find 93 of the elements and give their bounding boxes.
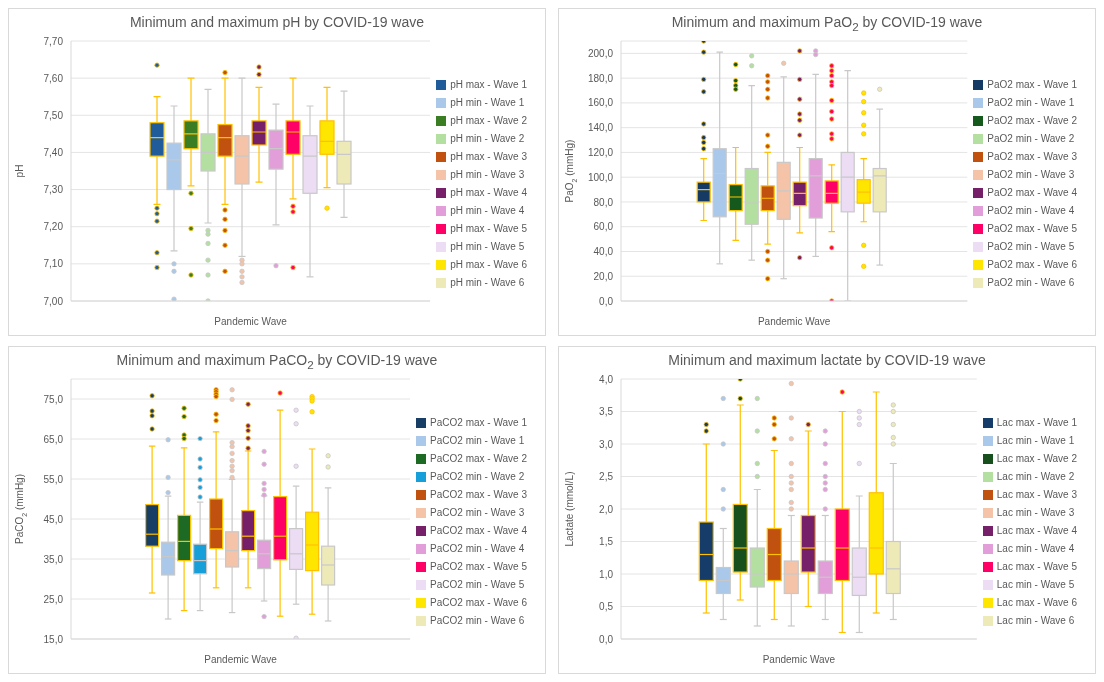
y-tick-label: 75,0 bbox=[43, 393, 64, 405]
legend-label: Lac min - Wave 3 bbox=[996, 507, 1075, 518]
legend-label: Lac max - Wave 6 bbox=[996, 597, 1077, 608]
y-tick-label: 4,0 bbox=[599, 373, 614, 385]
legend-label: Lac min - Wave 1 bbox=[996, 435, 1075, 446]
y-tick-label: 15,0 bbox=[43, 633, 64, 645]
legend-label: PaCO2 min - Wave 4 bbox=[430, 543, 525, 554]
legend-label: Lac max - Wave 4 bbox=[996, 525, 1077, 536]
y-tick-label: 2,5 bbox=[599, 471, 614, 483]
legend-label: PaCO2 max - Wave 6 bbox=[430, 597, 527, 608]
legend-label: Lac min - Wave 4 bbox=[996, 543, 1075, 554]
legend-label: pH min - Wave 3 bbox=[450, 169, 525, 180]
y-tick-label: 0,5 bbox=[599, 601, 614, 613]
y-tick-label: 7,20 bbox=[43, 221, 64, 233]
y-tick-label: 7,50 bbox=[43, 109, 64, 121]
legend-label: PaO2 max - Wave 6 bbox=[987, 259, 1077, 270]
y-tick-label: 7,30 bbox=[43, 184, 64, 196]
legend-label: pH max - Wave 1 bbox=[450, 79, 527, 90]
legend-label: PaCO2 max - Wave 5 bbox=[430, 561, 527, 572]
y-tick-label: 45,0 bbox=[43, 513, 64, 525]
y-tick-label: 0,0 bbox=[599, 633, 614, 645]
x-axis-title: Pandemic Wave bbox=[757, 316, 831, 327]
chart-title: Minimum and maximum PaCO$_{2}$ by COVID-19 wave bbox=[115, 351, 439, 373]
legend-label: pH min - Wave 5 bbox=[450, 241, 525, 252]
x-axis-title: Pandemic Wave bbox=[204, 654, 278, 665]
legend-label: Lac min - Wave 6 bbox=[996, 615, 1075, 626]
y-tick-label: 160,0 bbox=[587, 97, 614, 109]
y-tick-label: 7,40 bbox=[43, 146, 64, 158]
y-axis-title: pH bbox=[14, 164, 25, 178]
legend-label: PaCO2 max - Wave 3 bbox=[430, 489, 527, 500]
legend-label: pH max - Wave 6 bbox=[450, 259, 527, 270]
legend-label: PaCO2 min - Wave 1 bbox=[430, 435, 525, 446]
y-tick-label: 200,0 bbox=[587, 47, 614, 59]
y-tick-label: 7,60 bbox=[43, 72, 64, 84]
y-tick-label: 100,0 bbox=[587, 171, 614, 183]
legend-label: PaCO2 max - Wave 4 bbox=[430, 525, 527, 536]
legend-label: PaO2 min - Wave 1 bbox=[987, 97, 1075, 108]
legend-label: Lac max - Wave 1 bbox=[996, 417, 1077, 428]
legend-label: PaCO2 min - Wave 3 bbox=[430, 507, 525, 518]
chart-title: Minimum and maximum PaO$_{2}$ by COVID-19 wave bbox=[670, 13, 984, 35]
chart-title: Minimum and maximum pH by COVID-19 wave bbox=[128, 13, 426, 32]
legend-label: PaCO2 min - Wave 2 bbox=[430, 471, 525, 482]
x-axis-title: Pandemic Wave bbox=[762, 654, 836, 665]
y-tick-label: 3,5 bbox=[599, 406, 614, 418]
legend-label: PaO2 min - Wave 4 bbox=[987, 205, 1075, 216]
legend-label: PaO2 min - Wave 5 bbox=[987, 241, 1075, 252]
y-tick-label: 20,0 bbox=[593, 270, 614, 282]
y-tick-label: 35,0 bbox=[43, 553, 64, 565]
legend-label: PaO2 max - Wave 2 bbox=[987, 115, 1077, 126]
y-tick-label: 7,10 bbox=[43, 258, 64, 270]
y-axis-title: Lactate (mmol/L) bbox=[564, 471, 575, 547]
chart-title: Minimum and maximum lactate by COVID-19 wave bbox=[667, 351, 987, 370]
legend-label: Lac min - Wave 2 bbox=[996, 471, 1075, 482]
legend-label: pH max - Wave 5 bbox=[450, 223, 527, 234]
legend-label: PaCO2 min - Wave 5 bbox=[430, 579, 525, 590]
legend-label: PaCO2 max - Wave 2 bbox=[430, 453, 527, 464]
y-tick-label: 3,0 bbox=[599, 438, 614, 450]
legend-label: Lac min - Wave 5 bbox=[996, 579, 1075, 590]
legend-label: Lac max - Wave 5 bbox=[996, 561, 1077, 572]
x-axis-title: Pandemic Wave bbox=[214, 316, 288, 327]
y-tick-label: 140,0 bbox=[587, 122, 614, 134]
y-tick-label: 7,70 bbox=[43, 35, 64, 47]
legend-label: PaO2 min - Wave 3 bbox=[987, 169, 1075, 180]
legend-label: pH max - Wave 3 bbox=[450, 151, 527, 162]
legend-label: pH min - Wave 6 bbox=[450, 277, 525, 288]
y-tick-label: 7,00 bbox=[43, 295, 64, 307]
legend-label: pH min - Wave 1 bbox=[450, 97, 525, 108]
legend-label: PaO2 max - Wave 3 bbox=[987, 151, 1077, 162]
y-tick-label: 40,0 bbox=[593, 246, 614, 258]
y-tick-label: 1,0 bbox=[599, 568, 614, 580]
legend-label: PaO2 max - Wave 1 bbox=[987, 79, 1077, 90]
legend-label: Lac max - Wave 3 bbox=[996, 489, 1077, 500]
y-tick-label: 65,0 bbox=[43, 433, 64, 445]
legend-label: PaCO2 max - Wave 1 bbox=[430, 417, 527, 428]
y-tick-label: 80,0 bbox=[593, 196, 614, 208]
y-tick-label: 120,0 bbox=[587, 146, 614, 158]
legend-label: pH max - Wave 2 bbox=[450, 115, 527, 126]
legend-label: pH max - Wave 4 bbox=[450, 187, 527, 198]
legend-label: PaO2 min - Wave 2 bbox=[987, 133, 1075, 144]
y-tick-label: 55,0 bbox=[43, 473, 64, 485]
y-tick-label: 25,0 bbox=[43, 593, 64, 605]
y-tick-label: 0,0 bbox=[599, 295, 614, 307]
legend-label: pH min - Wave 4 bbox=[450, 205, 525, 216]
legend-label: PaO2 min - Wave 6 bbox=[987, 277, 1075, 288]
y-tick-label: 180,0 bbox=[587, 72, 614, 84]
legend-label: PaO2 max - Wave 4 bbox=[987, 187, 1077, 198]
legend-label: PaCO2 min - Wave 6 bbox=[430, 615, 525, 626]
legend-label: pH min - Wave 2 bbox=[450, 133, 525, 144]
y-tick-label: 2,0 bbox=[599, 503, 614, 515]
y-tick-label: 1,5 bbox=[599, 536, 614, 548]
legend-label: Lac max - Wave 2 bbox=[996, 453, 1077, 464]
legend-label: PaO2 max - Wave 5 bbox=[987, 223, 1077, 234]
y-tick-label: 60,0 bbox=[593, 221, 614, 233]
